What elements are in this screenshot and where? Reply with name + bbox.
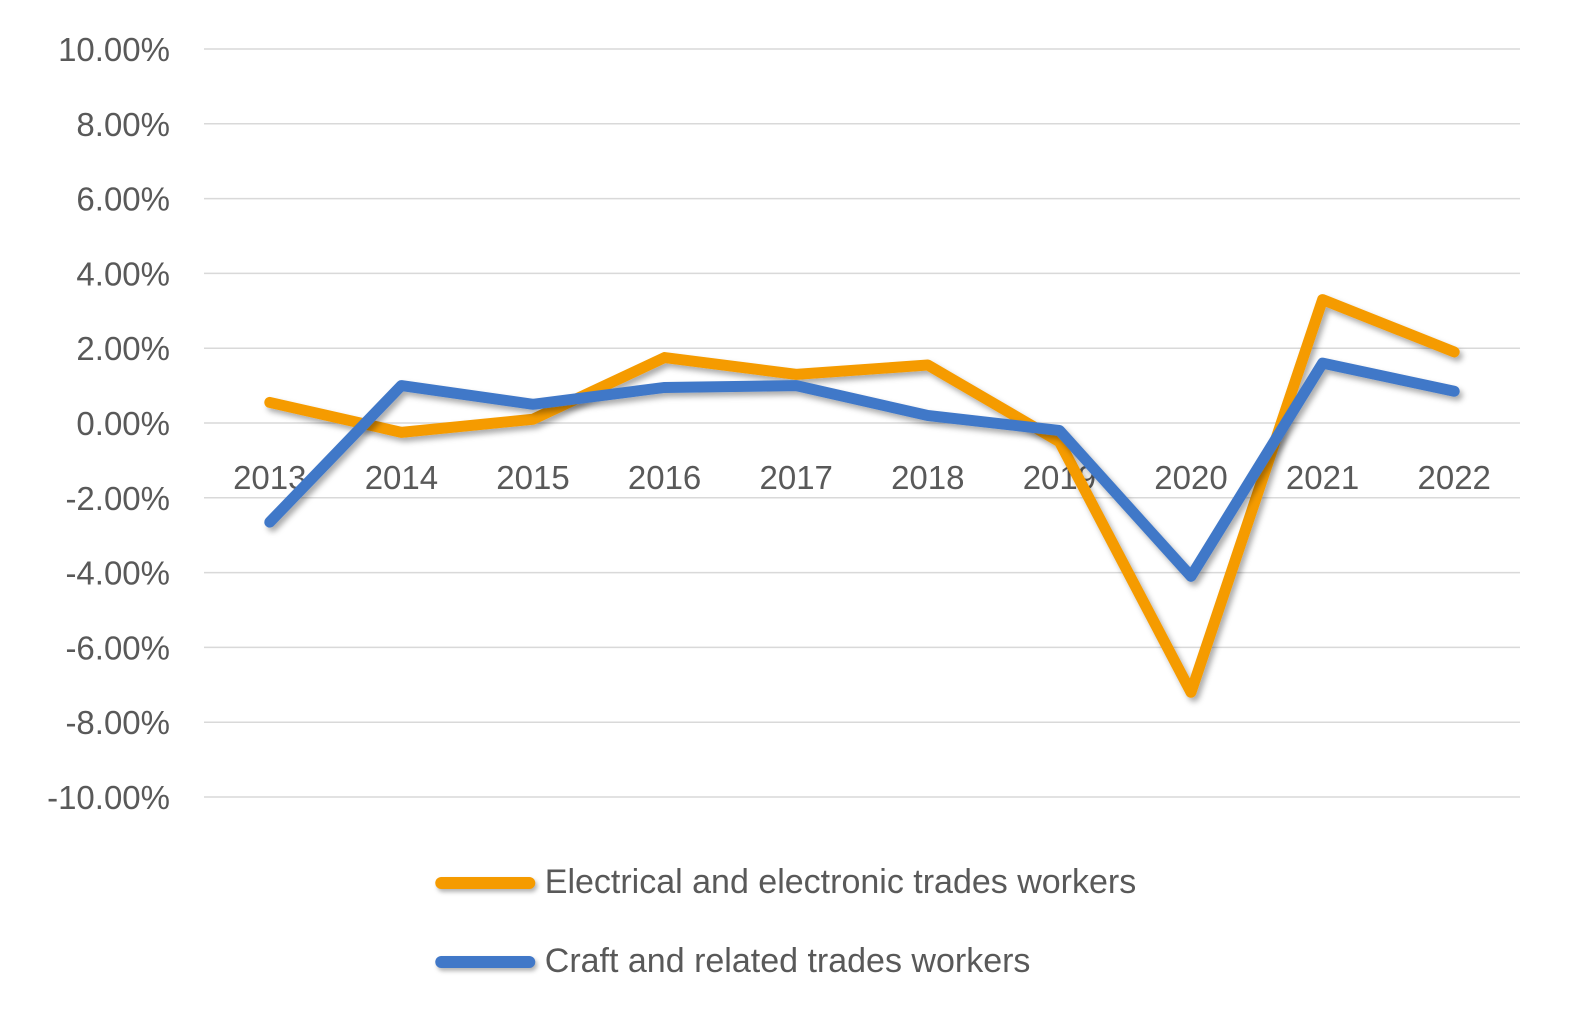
series-line-craft [264, 357, 1460, 582]
y-axis-tick-label: -10.00% [47, 779, 170, 816]
y-axis-tick-label: -8.00% [65, 704, 170, 741]
series-line-electrical [264, 294, 1460, 698]
x-axis-tick-label: 2017 [759, 459, 832, 496]
x-axis-tick-label: 2020 [1154, 459, 1227, 496]
y-axis-tick-label: -4.00% [65, 555, 170, 592]
x-axis-tick-label: 2015 [496, 459, 569, 496]
y-axis-tick-label: 6.00% [76, 181, 170, 218]
y-axis-tick-label: -6.00% [65, 629, 170, 666]
y-axis-tick-label: -2.00% [65, 480, 170, 517]
legend-label-electrical: Electrical and electronic trades workers [544, 863, 1137, 901]
legend-swatch-craft-icon [434, 955, 535, 968]
chart-legend: Electrical and electronic trades workers… [434, 860, 1137, 985]
x-axis-tick-label: 2016 [628, 459, 701, 496]
y-axis-tick-label: 2.00% [76, 330, 170, 367]
legend-item-craft: Craft and related trades workers [434, 939, 1031, 985]
y-axis-tick-label: 4.00% [76, 255, 170, 292]
y-axis-tick-label: 0.00% [76, 405, 170, 442]
legend-label-craft: Craft and related trades workers [544, 941, 1031, 980]
legend-swatch-electrical-icon [434, 876, 535, 889]
x-axis-tick-label: 2014 [365, 459, 438, 496]
x-axis-tick-label: 2022 [1417, 459, 1490, 496]
legend-item-electrical: Electrical and electronic trades workers [434, 860, 1137, 906]
x-axis-tick-label: 2021 [1286, 459, 1359, 496]
x-axis-tick-label: 2018 [891, 459, 964, 496]
y-axis-tick-label: 10.00% [58, 31, 170, 68]
y-axis-tick-label: 8.00% [76, 106, 170, 143]
